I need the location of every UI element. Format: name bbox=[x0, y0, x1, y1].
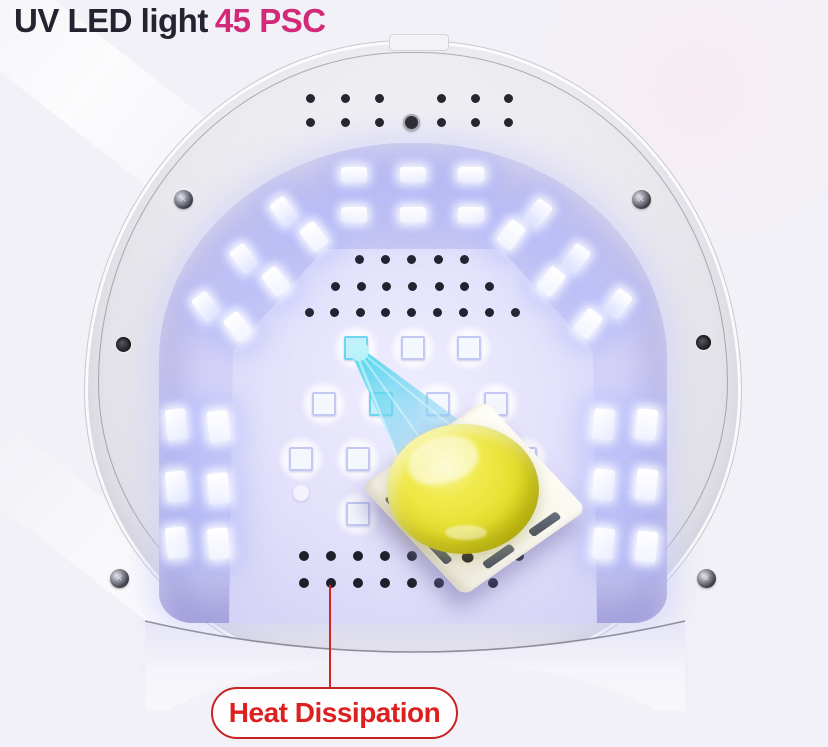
slope-led bbox=[190, 289, 222, 323]
slope-led bbox=[228, 241, 260, 275]
shell-vent-hole bbox=[470, 93, 480, 103]
slope-led bbox=[522, 196, 554, 230]
side-hole bbox=[115, 336, 131, 352]
back-vent-hole bbox=[458, 307, 468, 317]
screw bbox=[173, 189, 193, 209]
floor-vent-hole bbox=[380, 551, 390, 561]
back-vent-hole bbox=[354, 254, 364, 264]
ceiling-led bbox=[341, 166, 367, 182]
floor-vent-hole bbox=[434, 578, 444, 588]
back-vent-hole bbox=[434, 281, 444, 291]
title-text: UV LED light bbox=[14, 2, 208, 39]
shell-vent-hole bbox=[503, 117, 513, 127]
back-vent-hole bbox=[459, 281, 469, 291]
back-vent-hole bbox=[380, 307, 390, 317]
shell-vent-hole bbox=[503, 93, 513, 103]
top-handle-tab bbox=[389, 34, 449, 51]
back-vent-hole bbox=[356, 281, 366, 291]
floor-vent-hole bbox=[353, 551, 363, 561]
wall-led bbox=[590, 526, 616, 560]
callout-line bbox=[329, 585, 331, 690]
air-sensor-hole bbox=[402, 113, 420, 131]
lamp-cavity bbox=[159, 143, 667, 623]
wall-led bbox=[633, 407, 659, 441]
ceiling-led bbox=[341, 206, 367, 222]
slope-led bbox=[535, 264, 567, 298]
page-title: UV LED light 45 PSC bbox=[14, 2, 326, 40]
back-vent-hole bbox=[330, 281, 340, 291]
floor-vent-hole bbox=[488, 578, 498, 588]
floor-vent-hole bbox=[299, 578, 309, 588]
back-vent-hole bbox=[355, 307, 365, 317]
wall-led bbox=[590, 407, 616, 441]
back-vent-hole bbox=[484, 307, 494, 317]
wall-led bbox=[205, 526, 231, 560]
floor-vent-hole bbox=[326, 551, 336, 561]
floor-led bbox=[332, 324, 380, 372]
floor-vent-hole bbox=[353, 578, 363, 588]
back-vent-hole bbox=[407, 281, 417, 291]
wall-led bbox=[633, 529, 659, 563]
chip-yellow-lens bbox=[387, 424, 539, 554]
wall-led bbox=[205, 409, 231, 443]
wall-led bbox=[163, 469, 189, 503]
title-accent-count: 45 PSC bbox=[214, 2, 326, 39]
shell-vent-hole bbox=[470, 117, 480, 127]
back-vent-hole bbox=[484, 281, 494, 291]
back-vent-hole bbox=[433, 254, 443, 264]
shell-vent-hole bbox=[374, 117, 384, 127]
back-vent-hole bbox=[459, 254, 469, 264]
floor-vent-hole bbox=[407, 551, 417, 561]
back-vent-hole bbox=[380, 254, 390, 264]
wall-led bbox=[163, 525, 189, 559]
wall-led bbox=[590, 467, 616, 501]
uv-lamp-body bbox=[84, 34, 742, 711]
shell-vent-hole bbox=[340, 117, 350, 127]
wall-led bbox=[633, 467, 659, 501]
slope-led bbox=[268, 194, 300, 228]
floor-bump bbox=[293, 485, 309, 501]
shell-vent-hole bbox=[340, 93, 350, 103]
screw bbox=[696, 568, 716, 588]
back-vent-hole bbox=[381, 281, 391, 291]
shell-vent-hole bbox=[305, 93, 315, 103]
back-vent-hole bbox=[510, 307, 520, 317]
floor-led bbox=[300, 380, 348, 428]
ceiling-led bbox=[458, 206, 484, 222]
floor-led bbox=[277, 435, 325, 483]
floor-led bbox=[389, 324, 437, 372]
floor-led bbox=[445, 324, 493, 372]
wall-led bbox=[205, 471, 231, 505]
floor-vent-hole bbox=[380, 578, 390, 588]
back-vent-hole bbox=[406, 307, 416, 317]
slope-led bbox=[495, 217, 527, 251]
ceiling-led bbox=[400, 206, 426, 222]
screw bbox=[631, 189, 651, 209]
floor-vent-hole bbox=[407, 578, 417, 588]
shell-vent-hole bbox=[374, 93, 384, 103]
back-vent-hole bbox=[329, 307, 339, 317]
floor-led bbox=[357, 380, 405, 428]
floor-vent-hole bbox=[326, 578, 336, 588]
slope-led bbox=[602, 286, 634, 320]
shell-vent-hole bbox=[436, 117, 446, 127]
shell-vent-hole bbox=[436, 93, 446, 103]
side-hole bbox=[695, 334, 711, 350]
heat-dissipation-label: Heat Dissipation bbox=[211, 687, 458, 739]
back-vent-hole bbox=[406, 254, 416, 264]
callout-text: Heat Dissipation bbox=[228, 697, 441, 728]
ceiling-led bbox=[400, 166, 426, 182]
back-vent-hole bbox=[432, 307, 442, 317]
slope-led bbox=[298, 219, 330, 253]
shell-vent-hole bbox=[305, 117, 315, 127]
back-vent-hole bbox=[304, 307, 314, 317]
slope-led bbox=[560, 241, 592, 275]
floor-vent-hole bbox=[299, 551, 309, 561]
wall-led bbox=[163, 407, 189, 441]
ceiling-led bbox=[458, 166, 484, 182]
